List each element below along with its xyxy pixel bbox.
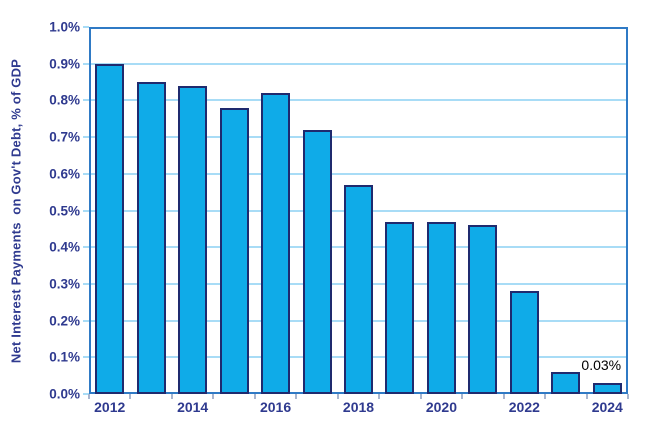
x-tick-mark — [419, 394, 422, 399]
y-tick-mark — [83, 136, 89, 139]
x-tick-mark — [88, 394, 90, 399]
y-tick-mark — [83, 393, 89, 395]
y-tick-label: 0.4% — [49, 239, 80, 255]
y-tick-mark — [83, 172, 89, 175]
bar-2023 — [551, 372, 581, 394]
y-tick-mark — [83, 26, 89, 28]
bar-2017 — [302, 130, 332, 394]
bar-2016 — [261, 93, 291, 394]
y-tick-mark — [83, 209, 89, 212]
bar-2018 — [344, 185, 373, 394]
y-tick-label: 0.6% — [49, 166, 80, 182]
x-tick-mark — [170, 394, 173, 399]
y-tick-label: 0.9% — [49, 56, 80, 72]
y-tick-mark — [83, 246, 89, 249]
y-tick-label: 1.0% — [49, 19, 80, 35]
y-tick-label: 0.1% — [49, 349, 80, 365]
bar-2024 — [592, 383, 622, 394]
x-tick-mark — [129, 394, 132, 399]
x-tick-label: 2020 — [425, 399, 457, 415]
gridline — [91, 99, 626, 102]
x-tick-mark — [253, 394, 256, 399]
bar-2012 — [95, 64, 125, 394]
y-tick-mark — [83, 319, 89, 322]
x-tick-mark — [212, 394, 215, 399]
x-tick-mark — [336, 394, 339, 399]
x-tick-label: 2014 — [177, 399, 209, 415]
bar-2014 — [178, 86, 208, 394]
bar-2022 — [509, 291, 539, 394]
y-tick-label: 0.5% — [49, 203, 80, 218]
y-tick-label: 0.7% — [49, 129, 80, 145]
y-tick-mark — [83, 62, 89, 65]
x-tick-label: 2012 — [94, 399, 126, 415]
x-tick-label: 2018 — [342, 399, 375, 415]
x-tick-label: 2016 — [259, 399, 292, 415]
x-tick-mark — [461, 394, 464, 399]
y-tick-label: 0.8% — [49, 92, 80, 108]
y-tick-label: 0.0% — [49, 386, 80, 402]
x-tick-mark — [627, 394, 629, 399]
x-tick-mark — [544, 394, 547, 399]
x-tick-mark — [585, 394, 588, 399]
gridline — [91, 172, 626, 175]
gridline — [91, 136, 626, 139]
bar-2019 — [385, 222, 415, 394]
bar-2015 — [219, 108, 249, 394]
data-label-annotation: 0.03% — [581, 357, 622, 373]
bar-2021 — [468, 225, 498, 394]
x-tick-label: 2024 — [591, 399, 623, 415]
y-tick-mark — [83, 99, 89, 102]
y-tick-mark — [83, 356, 89, 359]
y-tick-label: 0.3% — [49, 276, 80, 292]
y-axis-title: Net Interest Payments on Gov't Debt, % o… — [8, 58, 24, 364]
y-tick-label: 0.2% — [49, 313, 80, 329]
bar-2013 — [136, 82, 166, 394]
y-tick-mark — [83, 282, 89, 285]
x-tick-mark — [502, 394, 505, 399]
bar-2020 — [426, 222, 456, 394]
gridline — [91, 62, 626, 65]
x-tick-mark — [295, 394, 298, 399]
x-tick-mark — [378, 394, 381, 399]
x-tick-label: 2022 — [508, 399, 540, 415]
